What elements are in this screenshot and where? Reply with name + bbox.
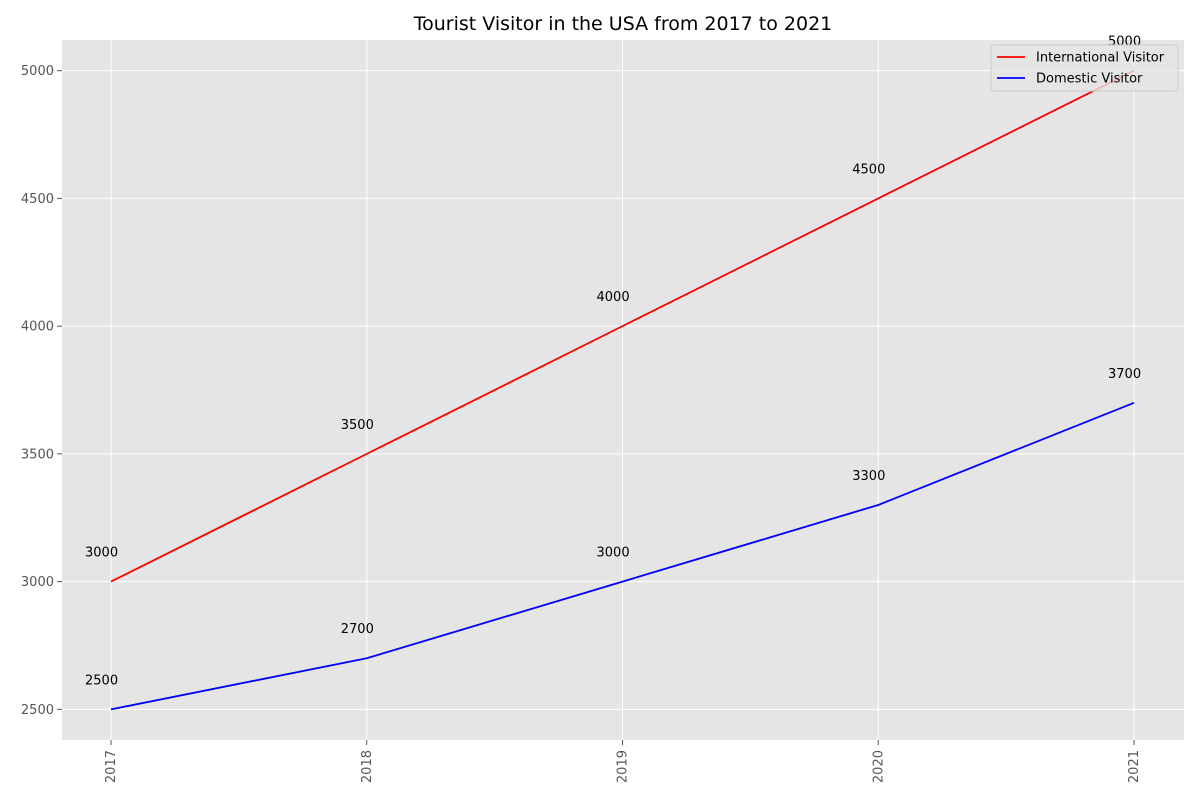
- data-label: 2700: [341, 622, 374, 637]
- data-label: 4500: [852, 162, 885, 177]
- chart-title: Tourist Visitor in the USA from 2017 to …: [413, 13, 833, 35]
- y-tick-label: 5000: [21, 64, 54, 79]
- data-label: 4000: [597, 290, 630, 305]
- y-tick-label: 3500: [21, 447, 54, 462]
- x-tick-label: 2017: [104, 750, 119, 783]
- x-tick-label: 2018: [360, 750, 375, 783]
- x-tick-label: 2020: [871, 750, 886, 783]
- y-tick-label: 3000: [21, 575, 54, 590]
- x-tick-label: 2019: [616, 750, 631, 783]
- data-label: 2500: [85, 673, 118, 688]
- data-label: 3500: [341, 418, 374, 433]
- y-tick-label: 4000: [21, 320, 54, 335]
- data-label: 3700: [1108, 367, 1141, 382]
- y-tick-label: 4500: [21, 192, 54, 207]
- x-tick-label: 2021: [1127, 750, 1142, 783]
- data-label: 3000: [597, 546, 630, 561]
- data-label: 3000: [85, 546, 118, 561]
- legend-label: Domestic Visitor: [1036, 72, 1143, 87]
- legend-label: International Visitor: [1036, 51, 1165, 66]
- y-tick-label: 2500: [21, 703, 54, 718]
- legend: International Visitor Domestic Visitor: [991, 45, 1178, 91]
- data-label: 3300: [852, 469, 885, 484]
